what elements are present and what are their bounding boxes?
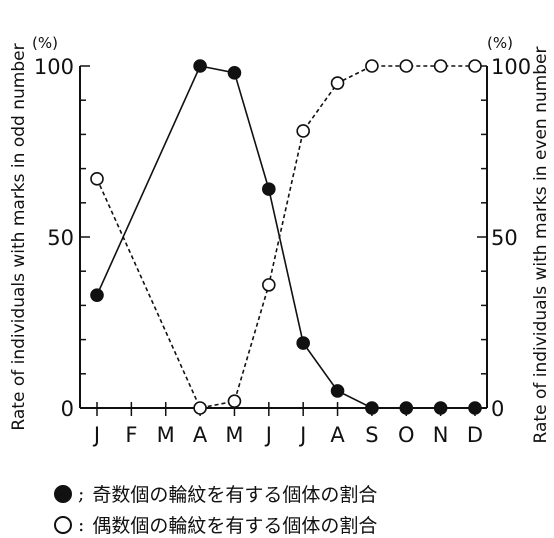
data-point-odd bbox=[330, 384, 345, 398]
data-point-odd bbox=[399, 401, 414, 415]
open-circle-icon bbox=[54, 515, 72, 534]
x-tick-label: N bbox=[433, 423, 449, 447]
data-point-even bbox=[330, 76, 345, 90]
x-tick-label: J bbox=[298, 423, 306, 447]
y-tick-label-left: 50 bbox=[47, 226, 74, 250]
data-point-even bbox=[90, 172, 104, 186]
data-point-even bbox=[399, 59, 414, 73]
chart-marks bbox=[90, 59, 482, 415]
data-point-even bbox=[468, 59, 482, 73]
filled-circle-icon bbox=[54, 484, 72, 503]
x-tick-label: J bbox=[264, 423, 272, 447]
x-tick-label: D bbox=[467, 423, 483, 447]
y-tick-label-right: 100 bbox=[491, 55, 531, 79]
data-point-even bbox=[365, 59, 379, 73]
y-tick-label-right: 50 bbox=[491, 226, 518, 250]
x-tick-label: M bbox=[225, 423, 243, 447]
x-tick-label: M bbox=[157, 423, 175, 447]
y-unit-right: (%) bbox=[487, 34, 513, 52]
data-point-even bbox=[262, 278, 276, 292]
data-point-odd bbox=[227, 66, 242, 80]
data-point-even bbox=[433, 59, 448, 73]
data-point-odd bbox=[468, 401, 482, 415]
data-point-even bbox=[296, 124, 310, 138]
data-point-even bbox=[193, 401, 207, 415]
series-line-even bbox=[96, 65, 475, 409]
data-point-odd bbox=[193, 59, 207, 73]
x-tick-label: F bbox=[125, 423, 137, 447]
x-tick-label: A bbox=[193, 423, 208, 447]
x-tick-label: O bbox=[398, 423, 415, 447]
legend-even-sep: : bbox=[78, 513, 85, 536]
series-line-odd bbox=[96, 65, 475, 409]
y-tick-label-right: 0 bbox=[491, 397, 504, 421]
data-point-odd bbox=[262, 182, 276, 196]
legend-item-odd: ; 奇数個の輪紋を有する個体の割合 bbox=[54, 480, 377, 507]
y-unit-left: (%) bbox=[32, 34, 58, 52]
data-point-odd bbox=[90, 288, 104, 302]
x-tick-label: S bbox=[365, 423, 378, 447]
x-tick-label: J bbox=[92, 423, 100, 447]
legend-odd-sep: ; bbox=[78, 482, 85, 505]
y-tick-label-left: 0 bbox=[61, 397, 74, 421]
legend-even-text: 偶数個の輪紋を有する個体の割合 bbox=[92, 515, 378, 537]
y-tick-label-left: 100 bbox=[34, 55, 74, 79]
legend-odd-text: 奇数個の輪紋を有する個体の割合 bbox=[92, 484, 378, 506]
y-axis-title-left: Rate of individuals with marks in odd nu… bbox=[9, 43, 29, 430]
chart-axes bbox=[79, 65, 488, 416]
data-point-odd bbox=[296, 336, 310, 350]
data-point-odd bbox=[433, 401, 448, 415]
y-axis-title-right: Rate of individuals with marks in even n… bbox=[531, 47, 551, 444]
data-point-even bbox=[227, 394, 242, 408]
x-tick-label: A bbox=[330, 423, 345, 447]
data-point-odd bbox=[365, 401, 379, 415]
legend-item-even: : 偶数個の輪紋を有する個体の割合 bbox=[54, 511, 377, 538]
